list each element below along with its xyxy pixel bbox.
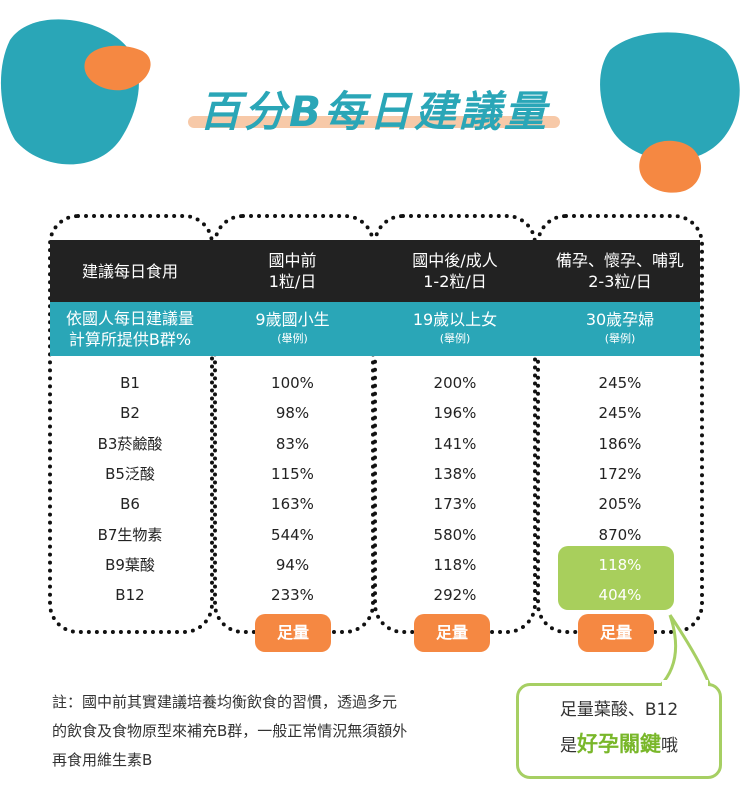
row-value: 141% — [433, 434, 477, 453]
row-label: B7生物素 — [97, 525, 163, 544]
header-col-1-line1: 國中前 — [268, 251, 317, 270]
orange-blob-left — [84, 45, 151, 91]
row-value: 94% — [275, 555, 310, 574]
row-value: 196% — [433, 404, 477, 423]
callout-tail-join — [662, 680, 708, 688]
row-value: 245% — [598, 404, 642, 423]
header-col-1: 國中前 1粒/日 — [215, 240, 370, 302]
row-label: B2 — [120, 404, 140, 423]
sufficient-badge-3: 足量 — [578, 614, 654, 652]
subheader-col-2: 19歲以上女 (舉例) — [375, 302, 535, 356]
subheader-label-line2: 計算所提供B群% — [68, 330, 192, 349]
header-col-3: 備孕、懷孕、哺乳 2-3粒/日 — [538, 240, 702, 302]
footnote-line2: 的飲食及食物原型來補充B群，一般正常情況無須額外 — [52, 722, 408, 740]
header-col-1-line2: 1粒/日 — [268, 272, 317, 291]
subheader-col-1: 9歲國小生 (舉例) — [215, 302, 370, 356]
teal-blob-right — [600, 32, 740, 161]
header-col-2-line1: 國中後/成人 — [412, 251, 498, 270]
header-label: 建議每日食用 — [81, 261, 178, 281]
callout-text: 足量葉酸、B12 是好孕關鍵哦 — [516, 693, 722, 763]
row-value: 173% — [433, 495, 477, 514]
subheader-col-2-note: (舉例) — [439, 332, 471, 345]
row-value: 118% — [598, 555, 642, 574]
row-value: 118% — [433, 555, 477, 574]
decorative-blobs — [0, 19, 740, 193]
sufficient-badge-2: 足量 — [414, 614, 490, 652]
callout-line1: 足量葉酸、B12 — [559, 700, 679, 720]
header-col-2-line2: 1-2粒/日 — [423, 272, 487, 291]
subheader-row — [50, 302, 700, 356]
row-value: 233% — [271, 586, 314, 605]
row-value: 205% — [598, 495, 642, 514]
subheader-label-line1: 依國人每日建議量 — [65, 309, 194, 328]
footnote-line3: 再食用維生素B — [52, 751, 153, 769]
row-value: 292% — [433, 586, 477, 605]
callout-suffix: 哦 — [661, 736, 678, 756]
row-label: B6 — [120, 495, 140, 514]
subheader-col-3-note: (舉例) — [604, 332, 636, 345]
header-col-3-line2: 2-3粒/日 — [588, 272, 652, 291]
row-value: 115% — [271, 464, 314, 483]
page-title: 百分B每日建議量 — [198, 87, 549, 136]
highlight-box-b9-b12 — [558, 546, 674, 610]
row-label: B12 — [115, 586, 145, 605]
row-value: 138% — [433, 464, 477, 483]
row-value: 172% — [598, 464, 642, 483]
title-underline — [188, 116, 560, 128]
row-label: B9葉酸 — [105, 555, 155, 574]
row-value: 580% — [433, 525, 477, 544]
row-label: B5泛酸 — [105, 464, 155, 483]
orange-blob-right — [639, 140, 702, 193]
row-label: B3菸鹼酸 — [97, 434, 163, 453]
callout-bubble — [516, 683, 722, 779]
subheader-col-2-name: 19歲以上女 — [412, 310, 498, 329]
row-value: 186% — [598, 434, 642, 453]
footnote-line1: 註：國中前其實建議培養均衡飲食的習慣，透過多元 — [52, 693, 398, 711]
subheader-col-3: 30歲孕婦 (舉例) — [538, 302, 702, 356]
subheader-label: 依國人每日建議量 計算所提供B群% — [50, 302, 210, 356]
row-value: 245% — [598, 374, 642, 392]
callout-line2: 是好孕關鍵哦 — [516, 727, 722, 763]
footnote: 註：國中前其實建議培養均衡飲食的習慣，透過多元 的飲食及食物原型來補充B群，一般… — [52, 688, 502, 775]
header-row — [50, 240, 700, 302]
subheader-col-1-note: (舉例) — [277, 332, 308, 345]
callout-prefix: 是 — [560, 736, 577, 756]
sufficient-badge-1: 足量 — [255, 614, 331, 652]
row-value: 870% — [598, 525, 642, 544]
row-value: 83% — [275, 434, 310, 453]
header-col-2: 國中後/成人 1-2粒/日 — [375, 240, 535, 302]
header-col-3-line1: 備孕、懷孕、哺乳 — [555, 251, 684, 270]
row-value: 98% — [275, 404, 310, 423]
subheader-col-1-name: 9歲國小生 — [255, 310, 330, 329]
subheader-col-3-name: 30歲孕婦 — [585, 310, 655, 329]
row-label: B1 — [120, 374, 140, 392]
row-value: 544% — [271, 525, 314, 544]
row-value: 404% — [598, 586, 642, 605]
callout-highlight: 好孕關鍵 — [577, 732, 661, 756]
row-value: 163% — [271, 495, 314, 514]
row-value: 200% — [433, 374, 477, 392]
column-frame-label — [48, 214, 214, 634]
row-value: 100% — [271, 374, 314, 392]
